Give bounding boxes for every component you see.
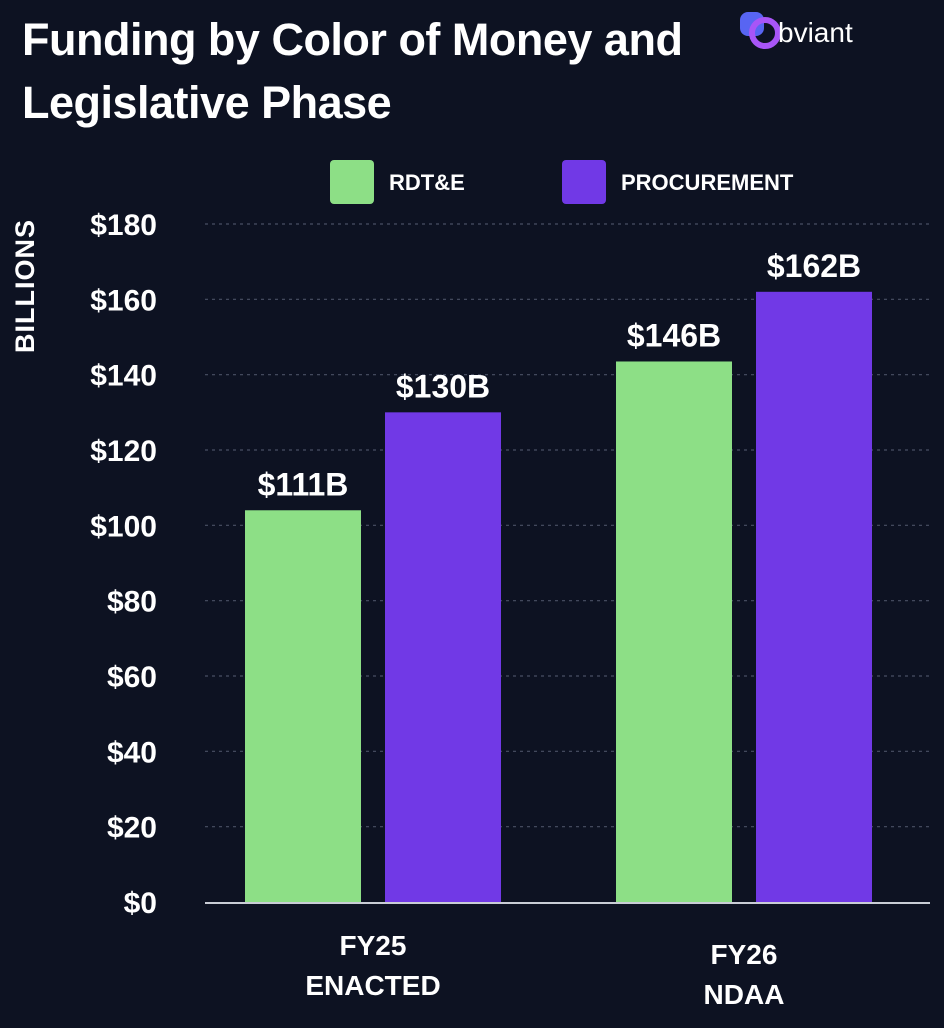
bar <box>616 361 732 902</box>
y-tick-label: $120 <box>90 435 157 468</box>
y-tick-label: $180 <box>90 209 157 242</box>
bar-value-label: $162B <box>767 248 861 284</box>
logo-text: bviant <box>778 17 853 48</box>
bar <box>756 291 872 902</box>
x-category-label: FY26 <box>711 939 778 970</box>
legend-swatch <box>562 160 606 204</box>
x-category-label: FY25 <box>340 930 407 961</box>
y-tick-label: $20 <box>107 812 157 845</box>
obviant-logo: bviant <box>738 8 853 54</box>
legend-label: RDT&E <box>389 170 465 195</box>
x-category-label: NDAA <box>704 979 785 1010</box>
legend-label: PROCUREMENT <box>621 170 794 195</box>
y-tick-label: $40 <box>107 736 157 769</box>
y-axis-label: BILLIONS <box>10 219 40 353</box>
y-tick-label: $160 <box>90 284 157 317</box>
y-tick-label: $0 <box>124 887 157 920</box>
y-tick-label: $140 <box>90 360 157 393</box>
legend-swatch <box>330 160 374 204</box>
bar-value-label: $111B <box>258 466 349 502</box>
y-tick-label: $80 <box>107 586 157 619</box>
x-category-label: ENACTED <box>305 970 440 1001</box>
bar <box>245 510 361 902</box>
bar <box>385 412 501 902</box>
obviant-logo-icon <box>740 12 781 49</box>
y-tick-label: $100 <box>90 510 157 543</box>
y-tick-label: $60 <box>107 661 157 694</box>
bar-value-label: $146B <box>627 317 721 353</box>
bar-value-label: $130B <box>396 368 490 404</box>
chart-title: Funding by Color of Money and Legislativ… <box>22 14 683 128</box>
